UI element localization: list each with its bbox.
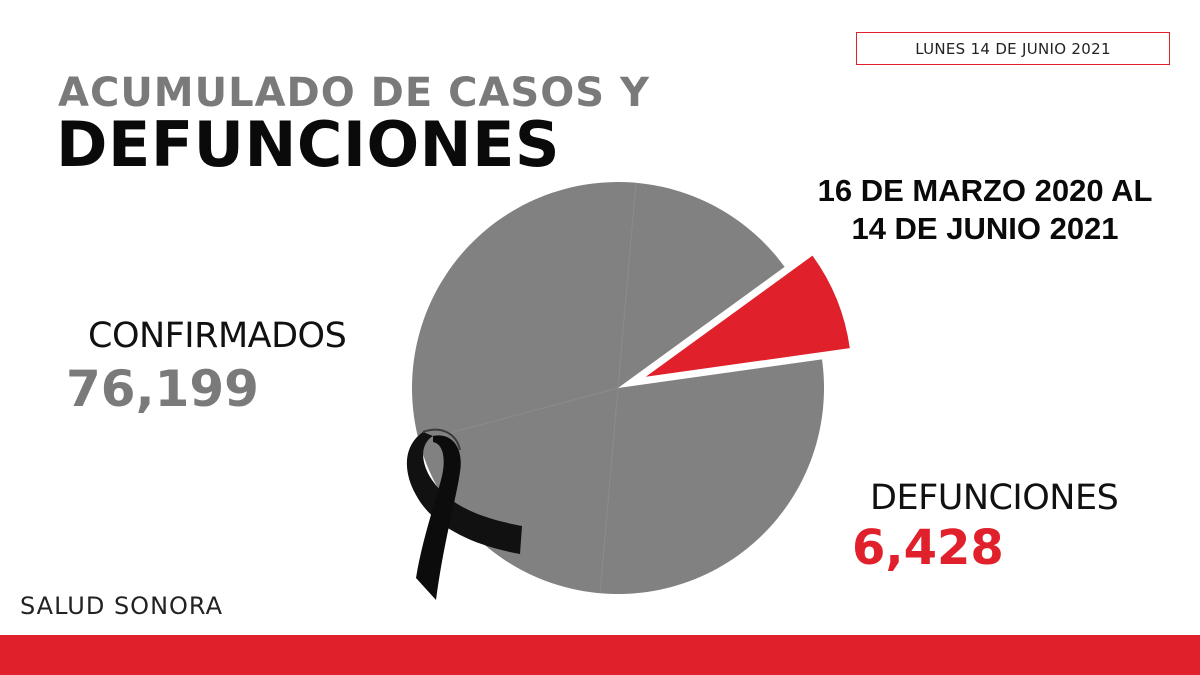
bottom-bar [0, 635, 1200, 675]
date-text: LUNES 14 DE JUNIO 2021 [915, 39, 1111, 58]
confirmados-label: CONFIRMADOS [88, 316, 347, 356]
pie-slice-defunciones [645, 255, 850, 377]
period-text: 16 DE MARZO 2020 AL 14 DE JUNIO 2021 [800, 172, 1170, 248]
period-line-1: 16 DE MARZO 2020 AL [817, 173, 1153, 208]
pie-slices [412, 182, 850, 595]
title-line-2: DEFUNCIONES [56, 108, 561, 181]
confirmados-value: 76,199 [66, 360, 259, 418]
defunciones-value: 6,428 [852, 520, 1004, 576]
pie-seam [599, 387, 619, 594]
source-label: SALUD SONORA [20, 592, 224, 620]
pie-seam [418, 387, 619, 442]
mourning-ribbon-icon [406, 428, 522, 600]
pie-seam [617, 182, 637, 389]
period-line-2: 14 DE JUNIO 2021 [851, 211, 1119, 246]
defunciones-label: DEFUNCIONES [870, 478, 1119, 518]
title-line-1: ACUMULADO DE CASOS Y [58, 70, 650, 116]
date-box: LUNES 14 DE JUNIO 2021 [856, 32, 1170, 65]
